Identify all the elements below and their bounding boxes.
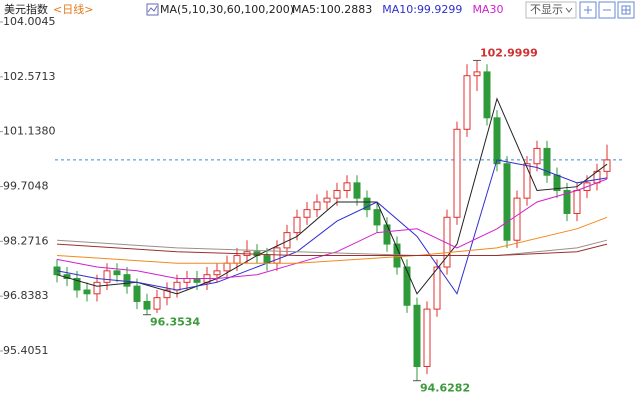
candle-body bbox=[513, 197, 521, 241]
legend-entry: MA30 bbox=[472, 3, 503, 16]
candle-body bbox=[323, 197, 331, 203]
candle-body bbox=[423, 308, 431, 367]
candle-body bbox=[183, 277, 191, 283]
candle-body bbox=[153, 297, 161, 310]
ma-line bbox=[56, 97, 608, 295]
candle-body bbox=[273, 247, 281, 264]
candle-body bbox=[123, 274, 131, 287]
candle-body bbox=[223, 262, 231, 272]
candle-body bbox=[373, 209, 381, 226]
y-tick-label: 95.4051 bbox=[3, 344, 49, 357]
candle-body bbox=[403, 266, 411, 306]
candle-body bbox=[313, 201, 321, 211]
legend: MA5:100.2883 MA10:99.9299 MA30 bbox=[292, 3, 503, 16]
zoom-icon bbox=[584, 6, 592, 14]
annotation-label: 94.6282 bbox=[420, 382, 470, 395]
candle-body bbox=[73, 277, 81, 291]
candle-body bbox=[113, 270, 121, 276]
chart-title: 美元指数 bbox=[4, 2, 48, 16]
grid-icon bbox=[621, 5, 631, 15]
candle-body bbox=[503, 163, 511, 241]
display-select-label[interactable]: 不显示 bbox=[530, 3, 563, 16]
y-tick-label: 99.7048 bbox=[3, 179, 49, 192]
period[interactable]: <日线> bbox=[53, 2, 93, 16]
candle-body bbox=[173, 281, 181, 291]
candle-body bbox=[603, 159, 611, 172]
candle-body bbox=[333, 190, 341, 199]
candle-body bbox=[343, 182, 351, 192]
candle-body bbox=[383, 224, 391, 245]
candle-body bbox=[293, 216, 301, 234]
candle-body bbox=[533, 147, 541, 165]
candle-body bbox=[163, 289, 171, 299]
legend-entry: MA5:100.2883 bbox=[292, 3, 372, 16]
candle-body bbox=[303, 209, 311, 218]
candle-body bbox=[563, 190, 571, 214]
y-tick-label: 102.5713 bbox=[3, 70, 56, 83]
dropdown-arrow bbox=[565, 7, 573, 13]
candle-body bbox=[143, 300, 151, 310]
candle-body bbox=[133, 285, 141, 302]
y-tick-label: 96.8383 bbox=[3, 289, 49, 302]
ma-icon-line bbox=[147, 5, 158, 13]
candle-body bbox=[103, 270, 111, 283]
display-select[interactable] bbox=[525, 1, 577, 19]
candle-body bbox=[413, 304, 421, 367]
candle-body bbox=[363, 197, 371, 211]
ma-title: MA(5,10,30,60,100,200) bbox=[160, 3, 294, 16]
ma-line bbox=[56, 178, 608, 279]
candle-body bbox=[483, 71, 491, 119]
candle-body bbox=[83, 289, 91, 295]
candle-body bbox=[543, 147, 551, 176]
candle-body bbox=[523, 163, 531, 199]
candle-body bbox=[433, 266, 441, 310]
candle-body bbox=[573, 190, 581, 214]
candle-body bbox=[453, 128, 461, 218]
candle-body bbox=[353, 182, 361, 199]
candle-body bbox=[213, 270, 221, 276]
candle-body bbox=[493, 117, 501, 165]
y-tick-label: 104.0045 bbox=[3, 15, 56, 28]
annotation-label: 96.3534 bbox=[150, 316, 200, 329]
annotation-label: 102.9999 bbox=[480, 46, 538, 59]
candle-body bbox=[93, 281, 101, 295]
y-tick-label: 98.2716 bbox=[3, 234, 49, 247]
candle-body bbox=[193, 277, 201, 283]
candle-body bbox=[473, 71, 481, 77]
ma-line bbox=[56, 243, 608, 256]
legend-entry: MA10:99.9299 bbox=[382, 3, 462, 16]
ma-line bbox=[56, 159, 608, 295]
candle-body bbox=[463, 75, 471, 130]
candle-body bbox=[233, 255, 241, 264]
y-tick-label: 101.1380 bbox=[3, 125, 56, 138]
